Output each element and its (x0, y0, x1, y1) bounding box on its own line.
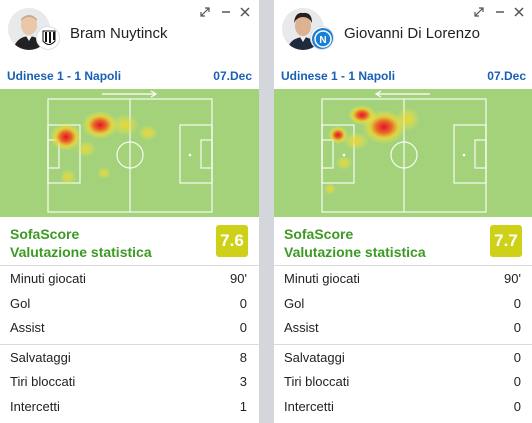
stat-label: Gol (284, 295, 305, 311)
close-icon[interactable] (514, 6, 524, 20)
stat-value: 0 (513, 349, 521, 365)
rating-block: SofaScore Valutazione statistica 7.7 (274, 217, 532, 265)
card-header: N Giovanni Di Lorenzo (274, 0, 532, 63)
stat-row-blocked-shots: Tiri bloccati 3 (0, 369, 259, 394)
stat-row-saves: Salvataggi 8 (0, 345, 259, 370)
minimize-icon[interactable] (221, 6, 231, 20)
stat-value: 90' (504, 271, 521, 286)
stat-label: Assist (284, 320, 319, 335)
stat-label: Tiri bloccati (284, 374, 350, 389)
stat-value: 0 (513, 374, 521, 389)
stat-label: Gol (10, 295, 31, 311)
rating-block: SofaScore Valutazione statistica 7.6 (0, 217, 259, 265)
stat-row-minutes: Minuti giocati 90' (274, 266, 532, 291)
attack-direction-arrow-icon (374, 90, 430, 98)
rating-title: SofaScore Valutazione statistica (284, 225, 426, 261)
rating-title: SofaScore Valutazione statistica (10, 225, 152, 261)
stat-label: Intercetti (10, 398, 60, 414)
stat-value: 8 (239, 349, 247, 365)
expand-icon[interactable] (474, 6, 484, 20)
stats-list: Minuti giocati 90' Gol 0 Assist 0 Salvat… (274, 265, 532, 418)
player-card-left: Bram Nuytinck Udinese 1 - 1 Napoli 07.De… (0, 0, 259, 423)
stat-value: 0 (513, 295, 521, 311)
stat-value: 0 (239, 320, 247, 335)
rating-badge: 7.6 (216, 225, 248, 257)
stat-label: Tiri bloccati (10, 374, 76, 389)
attack-direction-arrow-icon (102, 90, 158, 98)
match-date: 07.Dec (487, 69, 526, 83)
stat-label: Intercetti (284, 398, 334, 414)
match-info-row[interactable]: Udinese 1 - 1 Napoli 07.Dec (274, 63, 532, 89)
stat-row-interceptions: Intercetti 1 (0, 394, 259, 419)
divider (274, 343, 532, 345)
heatmap-pitch (274, 89, 532, 217)
match-date: 07.Dec (213, 69, 252, 83)
stat-row-minutes: Minuti giocati 90' (0, 266, 259, 291)
napoli-badge-icon: N (310, 26, 334, 50)
stat-label: Minuti giocati (284, 271, 360, 286)
card-header: Bram Nuytinck (0, 0, 259, 63)
match-label[interactable]: Udinese 1 - 1 Napoli (281, 69, 396, 83)
stat-value: 0 (239, 295, 247, 311)
divider (0, 343, 259, 345)
stat-value: 0 (513, 398, 521, 414)
close-icon[interactable] (240, 6, 250, 20)
stat-label: Salvataggi (10, 349, 71, 365)
stat-label: Minuti giocati (10, 271, 86, 286)
stat-row-goals: Gol 0 (274, 291, 532, 316)
heatmap-pitch (0, 89, 259, 217)
divider (0, 265, 259, 266)
rating-title-caption: Valutazione statistica (10, 244, 152, 260)
stat-value: 0 (513, 320, 521, 335)
player-card-right: N Giovanni Di Lorenzo Udinese 1 - 1 Napo… (274, 0, 532, 423)
stat-value: 1 (239, 398, 247, 414)
rating-title-brand: SofaScore (10, 226, 80, 242)
stat-row-assists: Assist 0 (274, 315, 532, 340)
match-label[interactable]: Udinese 1 - 1 Napoli (7, 69, 122, 83)
divider (274, 265, 532, 266)
stat-value: 90' (230, 271, 247, 286)
stats-list: Minuti giocati 90' Gol 0 Assist 0 Salvat… (0, 265, 259, 418)
udinese-badge-icon (36, 26, 60, 50)
stat-row-blocked-shots: Tiri bloccati 0 (274, 369, 532, 394)
stat-row-assists: Assist 0 (0, 315, 259, 340)
match-info-row[interactable]: Udinese 1 - 1 Napoli 07.Dec (0, 63, 259, 89)
expand-icon[interactable] (200, 6, 210, 20)
player-name: Bram Nuytinck (70, 25, 168, 42)
rating-title-brand: SofaScore (284, 226, 354, 242)
rating-title-caption: Valutazione statistica (284, 244, 426, 260)
stat-row-interceptions: Intercetti 0 (274, 394, 532, 419)
player-name: Giovanni Di Lorenzo (344, 25, 480, 42)
stat-row-goals: Gol 0 (0, 291, 259, 316)
minimize-icon[interactable] (495, 6, 505, 20)
stat-label: Assist (10, 320, 45, 335)
svg-text:N: N (319, 35, 326, 46)
rating-badge: 7.7 (490, 225, 522, 257)
stat-row-saves: Salvataggi 0 (274, 345, 532, 370)
stat-label: Salvataggi (284, 349, 345, 365)
stat-value: 3 (239, 374, 247, 389)
